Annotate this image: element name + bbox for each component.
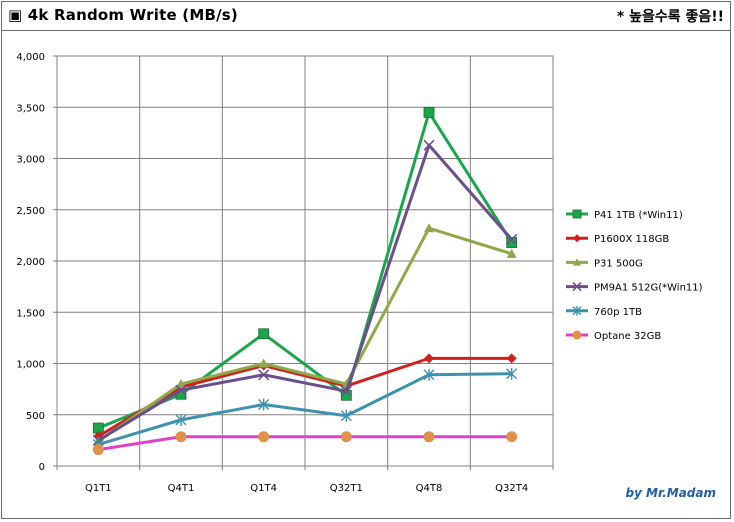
data-point — [175, 431, 187, 443]
data-point — [175, 384, 187, 396]
data-point — [506, 248, 517, 258]
data-point — [340, 385, 352, 397]
legend-entry: PM9A1 512G(*Win11) — [566, 282, 703, 294]
data-point — [506, 233, 518, 246]
legend-entry: Optane 32GB — [566, 330, 661, 342]
data-point — [423, 431, 435, 443]
legend-entry: P31 500G — [566, 258, 643, 269]
y-tick-label: 2,000 — [16, 257, 45, 268]
data-point — [92, 444, 104, 456]
series-line — [98, 435, 512, 452]
y-tick-label: 3,500 — [16, 103, 45, 114]
legend-entry: 760p 1TB — [566, 306, 642, 318]
data-point — [258, 358, 269, 368]
legend-label: P31 500G — [594, 258, 643, 269]
data-point — [506, 367, 518, 380]
series-line — [97, 372, 512, 446]
legend-label: PM9A1 512G(*Win11) — [594, 283, 703, 294]
legend-entry: P41 1TB (*Win11) — [566, 209, 683, 221]
data-point — [506, 431, 518, 443]
series-line — [97, 143, 513, 442]
series-5 — [92, 431, 518, 456]
data-point — [340, 431, 352, 443]
chart-note: * 높을수록 좋음!! — [616, 9, 724, 25]
legend-marker — [572, 330, 582, 340]
x-tick-label: Q4T1 — [168, 483, 195, 494]
credit-label: by Mr.Madam — [625, 486, 716, 500]
legend-marker — [572, 282, 582, 292]
y-tick-label: 3,000 — [16, 155, 45, 166]
title-divider — [1, 30, 731, 31]
y-tick-label: 4,000 — [16, 52, 45, 63]
legend-entry: P1600X 118GB — [566, 234, 669, 245]
gridlines — [53, 55, 554, 470]
legend-marker — [572, 306, 582, 316]
x-tick-label: Q32T4 — [495, 483, 528, 494]
x-tick-label: Q32T1 — [330, 483, 363, 494]
series-line — [97, 226, 513, 443]
data-point — [424, 223, 434, 233]
y-tick-label: 2,500 — [16, 206, 45, 217]
y-axis-ticks: 0 500 1,000 1,500 2,000 2,500 3,000 3,500 4,000 — [16, 52, 45, 473]
x-tick-label: Q4T8 — [416, 483, 443, 494]
data-point — [176, 379, 186, 388]
data-point — [424, 353, 434, 364]
chart-title: ▣ 4k Random Write (MB/s) — [8, 6, 238, 24]
y-tick-label: 500 — [26, 411, 45, 422]
data-point — [258, 369, 270, 381]
legend-label: P1600X 118GB — [594, 234, 669, 245]
series-lines — [92, 106, 518, 456]
legend-marker — [572, 209, 582, 219]
data-point — [258, 328, 270, 340]
legend-marker — [573, 234, 581, 243]
y-tick-label: 1,500 — [16, 308, 45, 319]
data-point — [423, 139, 435, 151]
data-point — [423, 368, 435, 381]
x-tick-label: Q1T1 — [85, 483, 112, 494]
data-point — [423, 106, 435, 118]
data-point — [340, 409, 352, 422]
legend-marker — [573, 258, 581, 266]
legend-label: Optane 32GB — [594, 331, 661, 342]
data-point — [258, 398, 270, 411]
data-point — [506, 353, 517, 364]
legend-label: P41 1TB (*Win11) — [594, 210, 683, 221]
legend-label: 760p 1TB — [594, 307, 642, 318]
x-axis-ticks: Q1T1 Q4T1 Q1T4 Q32T1 Q4T8 Q32T4 — [85, 483, 528, 494]
y-tick-label: 0 — [39, 462, 45, 473]
x-tick-label: Q1T4 — [250, 483, 277, 494]
legend: P41 1TB (*Win11) P1600X 118GB P31 500G PM9A… — [566, 209, 703, 342]
data-point — [175, 413, 187, 426]
y-tick-label: 1,000 — [16, 360, 45, 371]
data-point — [258, 431, 270, 443]
